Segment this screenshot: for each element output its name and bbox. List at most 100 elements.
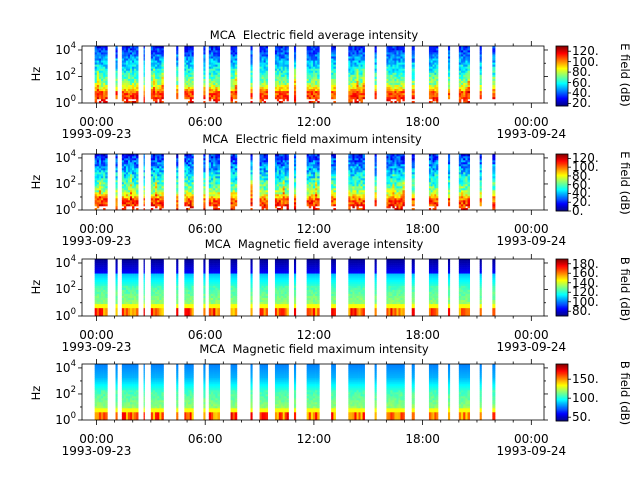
spectrogram-cell [465, 160, 468, 163]
spectrogram-cell [362, 200, 365, 203]
spectrogram-cell [208, 56, 212, 59]
spectrogram-cell [96, 92, 100, 96]
spectrogram-cell [230, 202, 233, 205]
spectrogram-cell [161, 172, 164, 175]
spectrogram-cell [134, 202, 137, 205]
spectrogram-cell [150, 200, 154, 203]
spectrogram-cell [234, 182, 238, 185]
spectrogram-cell [306, 190, 310, 193]
spectrogram-cell [354, 88, 357, 92]
spectrogram-cell [232, 74, 236, 77]
spectrogram-cell [130, 94, 133, 98]
spectrogram-cell [308, 90, 312, 94]
spectrogram-cell [250, 56, 253, 59]
spectrogram-cell [274, 82, 278, 85]
spectrogram-cell [310, 158, 314, 161]
spectrogram-cell [234, 84, 238, 88]
spectrogram-cell [282, 204, 285, 207]
spectrogram-cell [282, 156, 285, 159]
spectrogram-cell [432, 92, 435, 96]
spectrogram-cell [400, 54, 403, 57]
spectrogram-cell [356, 200, 359, 203]
spectrogram-cell [152, 78, 156, 81]
spectrogram-cell [388, 154, 391, 157]
spectrogram-cell [390, 68, 393, 71]
spectrogram-cell [356, 158, 359, 161]
spectrogram-cell [317, 64, 320, 67]
spectrogram-cell [308, 188, 312, 191]
spectrogram-cell [354, 82, 357, 85]
spectrogram-cell [392, 154, 395, 157]
spectrogram-cell [400, 46, 403, 49]
spectrogram-cell [358, 194, 361, 197]
spectrogram-cell [176, 168, 179, 171]
spectrogram-cell [161, 188, 164, 191]
spectrogram-cell [132, 76, 135, 79]
spectrogram-cell [350, 178, 353, 181]
spectrogram-cell [130, 194, 133, 197]
spectrogram-cell [286, 202, 289, 205]
spectrogram-cell [130, 172, 133, 175]
spectrogram-cell [261, 182, 264, 185]
spectrogram-cell [386, 46, 389, 49]
spectrogram-cell [356, 70, 359, 73]
spectrogram-cell [232, 168, 236, 171]
spectrogram-cell [143, 166, 145, 169]
spectrogram-cell [428, 56, 432, 59]
spectrogram-cell [176, 170, 179, 173]
spectrogram-cell [360, 168, 363, 171]
spectrogram-cell [315, 184, 318, 187]
spectrogram-cell [261, 62, 264, 65]
colorbar-segment [556, 85, 568, 87]
spectrogram-cell [213, 54, 216, 57]
spectrogram-cell [430, 56, 433, 59]
spectrogram-cell [386, 160, 389, 163]
spectrogram-cell [230, 192, 233, 195]
spectrogram-cell [310, 194, 314, 197]
spectrogram-cell [189, 198, 192, 201]
spectrogram-cell [396, 70, 399, 73]
spectrogram-cell [157, 192, 160, 195]
spectrogram-cell [234, 48, 238, 51]
spectrogram-cell [259, 178, 262, 181]
spectrogram-cell [115, 182, 118, 185]
colorbar-segment [556, 83, 568, 85]
spectrogram-cell [436, 188, 439, 191]
colorbar-segment [556, 80, 568, 82]
spectrogram-cell [186, 160, 189, 163]
spectrogram-cell [189, 204, 192, 207]
spectrogram-cell [217, 64, 220, 67]
spectrogram-cell [358, 180, 361, 183]
spectrogram-cell [398, 74, 401, 77]
spectrogram-cell [96, 172, 100, 175]
spectrogram-cell [143, 170, 145, 173]
spectrogram-cell [354, 168, 357, 171]
spectrogram-cell [436, 202, 439, 205]
spectrogram-cell [286, 74, 289, 77]
spectrogram-cell [492, 76, 496, 79]
spectrogram-cell [447, 90, 451, 94]
spectrogram-cell [234, 192, 238, 195]
spectrogram-cell [184, 66, 187, 69]
spectrogram-cell [101, 182, 104, 185]
spectrogram-cell [348, 198, 351, 201]
spectrogram-cell [392, 70, 395, 73]
spectrogram-cell [203, 164, 206, 167]
spectrogram-cell [286, 182, 289, 185]
spectrogram-cell [263, 84, 266, 88]
spectrogram-cell [134, 80, 137, 83]
spectrogram-cell [143, 208, 145, 211]
spectrogram-cell [306, 46, 310, 49]
spectrogram-cell [157, 194, 160, 197]
spectrogram-cell [306, 48, 310, 51]
spectrogram-cell [356, 78, 359, 81]
spectrogram-cell [398, 70, 401, 73]
spectrogram-cell [157, 174, 160, 177]
spectrogram-cell [313, 68, 316, 71]
spectrogram-cell [215, 168, 218, 171]
spectrogram-cell [432, 198, 435, 201]
spectrogram-cell [430, 52, 433, 55]
spectrogram-cell [217, 174, 220, 177]
spectrogram-cell [213, 80, 216, 83]
spectrogram-cell [103, 70, 106, 73]
